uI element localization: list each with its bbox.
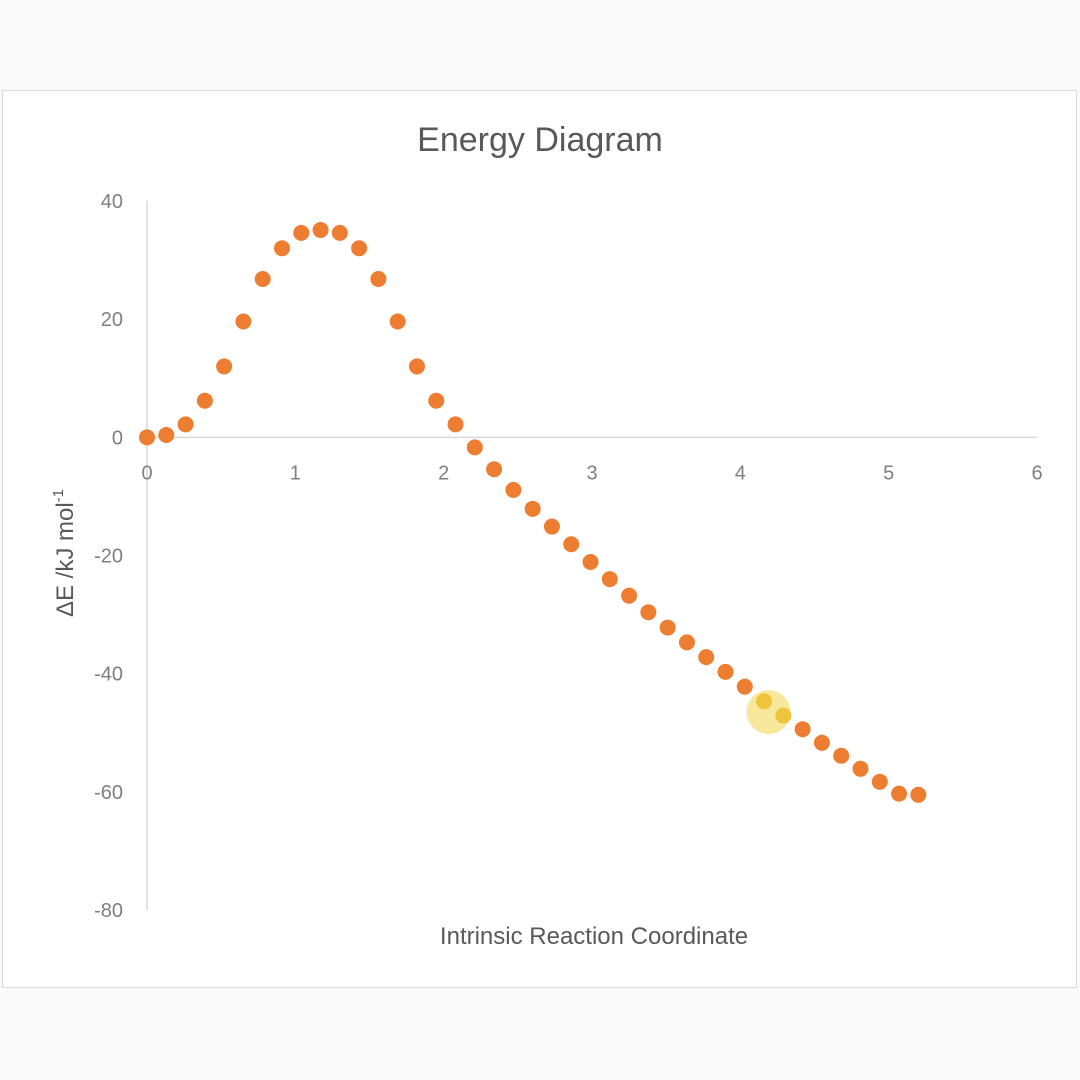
y-tick-label: 0 bbox=[112, 427, 123, 449]
data-point bbox=[351, 240, 368, 257]
data-point bbox=[601, 571, 618, 588]
data-point bbox=[678, 634, 695, 651]
y-tick-label: -20 bbox=[94, 546, 123, 568]
data-point bbox=[254, 270, 271, 287]
data-point bbox=[524, 500, 541, 517]
data-point bbox=[447, 416, 464, 433]
data-point bbox=[543, 518, 560, 535]
data-point bbox=[775, 707, 792, 724]
data-point bbox=[466, 439, 483, 456]
data-point bbox=[196, 392, 213, 409]
y-tick-labels: 40 20 0 -20 -40 -60 -80 bbox=[94, 191, 123, 922]
data-point bbox=[408, 358, 425, 375]
data-point bbox=[486, 461, 503, 478]
data-point bbox=[216, 358, 233, 375]
data-point bbox=[659, 619, 676, 636]
scatter-chart: Energy Diagram 40 20 0 -20 -40 -60 -80 0 1 2 3 4 5 6… bbox=[50, 121, 1043, 950]
data-point bbox=[563, 536, 580, 553]
data-point bbox=[621, 587, 638, 604]
x-tick-label: 1 bbox=[290, 462, 301, 484]
data-point bbox=[794, 721, 811, 738]
y-tick-label: 40 bbox=[101, 191, 123, 213]
data-point bbox=[428, 392, 445, 409]
x-tick-labels: 0 1 2 3 4 5 6 bbox=[141, 462, 1042, 484]
x-tick-label: 2 bbox=[438, 462, 449, 484]
data-point bbox=[370, 270, 387, 287]
data-point bbox=[389, 313, 406, 330]
y-tick-label: -60 bbox=[94, 782, 123, 804]
y-tick-label: 20 bbox=[101, 309, 123, 331]
y-axis-title-superscript: -1 bbox=[50, 489, 67, 502]
data-point bbox=[698, 649, 715, 666]
data-point bbox=[640, 604, 657, 621]
x-tick-label: 6 bbox=[1031, 462, 1042, 484]
x-axis-title: Intrinsic Reaction Coordinate bbox=[440, 923, 748, 950]
data-point bbox=[852, 760, 869, 777]
data-point bbox=[312, 221, 329, 238]
data-point bbox=[139, 429, 155, 446]
chart-title: Energy Diagram bbox=[417, 121, 663, 159]
data-point bbox=[273, 240, 290, 257]
data-point bbox=[505, 481, 522, 498]
x-tick-label: 3 bbox=[586, 462, 597, 484]
y-tick-label: -80 bbox=[94, 900, 123, 922]
data-point bbox=[717, 663, 734, 680]
data-point bbox=[756, 693, 773, 710]
x-tick-label: 5 bbox=[883, 462, 894, 484]
y-axis-title: ΔE /kJ mol-1 bbox=[50, 489, 79, 617]
y-axis-title-main: ΔE /kJ mol bbox=[52, 502, 79, 617]
data-points bbox=[139, 221, 927, 803]
data-point bbox=[736, 678, 753, 695]
data-point bbox=[331, 224, 348, 241]
data-point bbox=[833, 747, 850, 764]
data-point bbox=[177, 416, 194, 433]
data-point bbox=[910, 786, 927, 803]
y-tick-label: -40 bbox=[94, 664, 123, 686]
chart-frame: Energy Diagram 40 20 0 -20 -40 -60 -80 0 1 2 3 4 5 6… bbox=[2, 90, 1077, 988]
data-point bbox=[293, 224, 310, 241]
data-point bbox=[891, 785, 908, 802]
data-point bbox=[158, 426, 175, 443]
x-tick-label: 4 bbox=[735, 462, 746, 484]
data-point bbox=[871, 773, 888, 790]
data-point bbox=[235, 313, 252, 330]
data-point bbox=[813, 734, 830, 751]
x-tick-label: 0 bbox=[141, 462, 152, 484]
data-point bbox=[582, 553, 599, 570]
